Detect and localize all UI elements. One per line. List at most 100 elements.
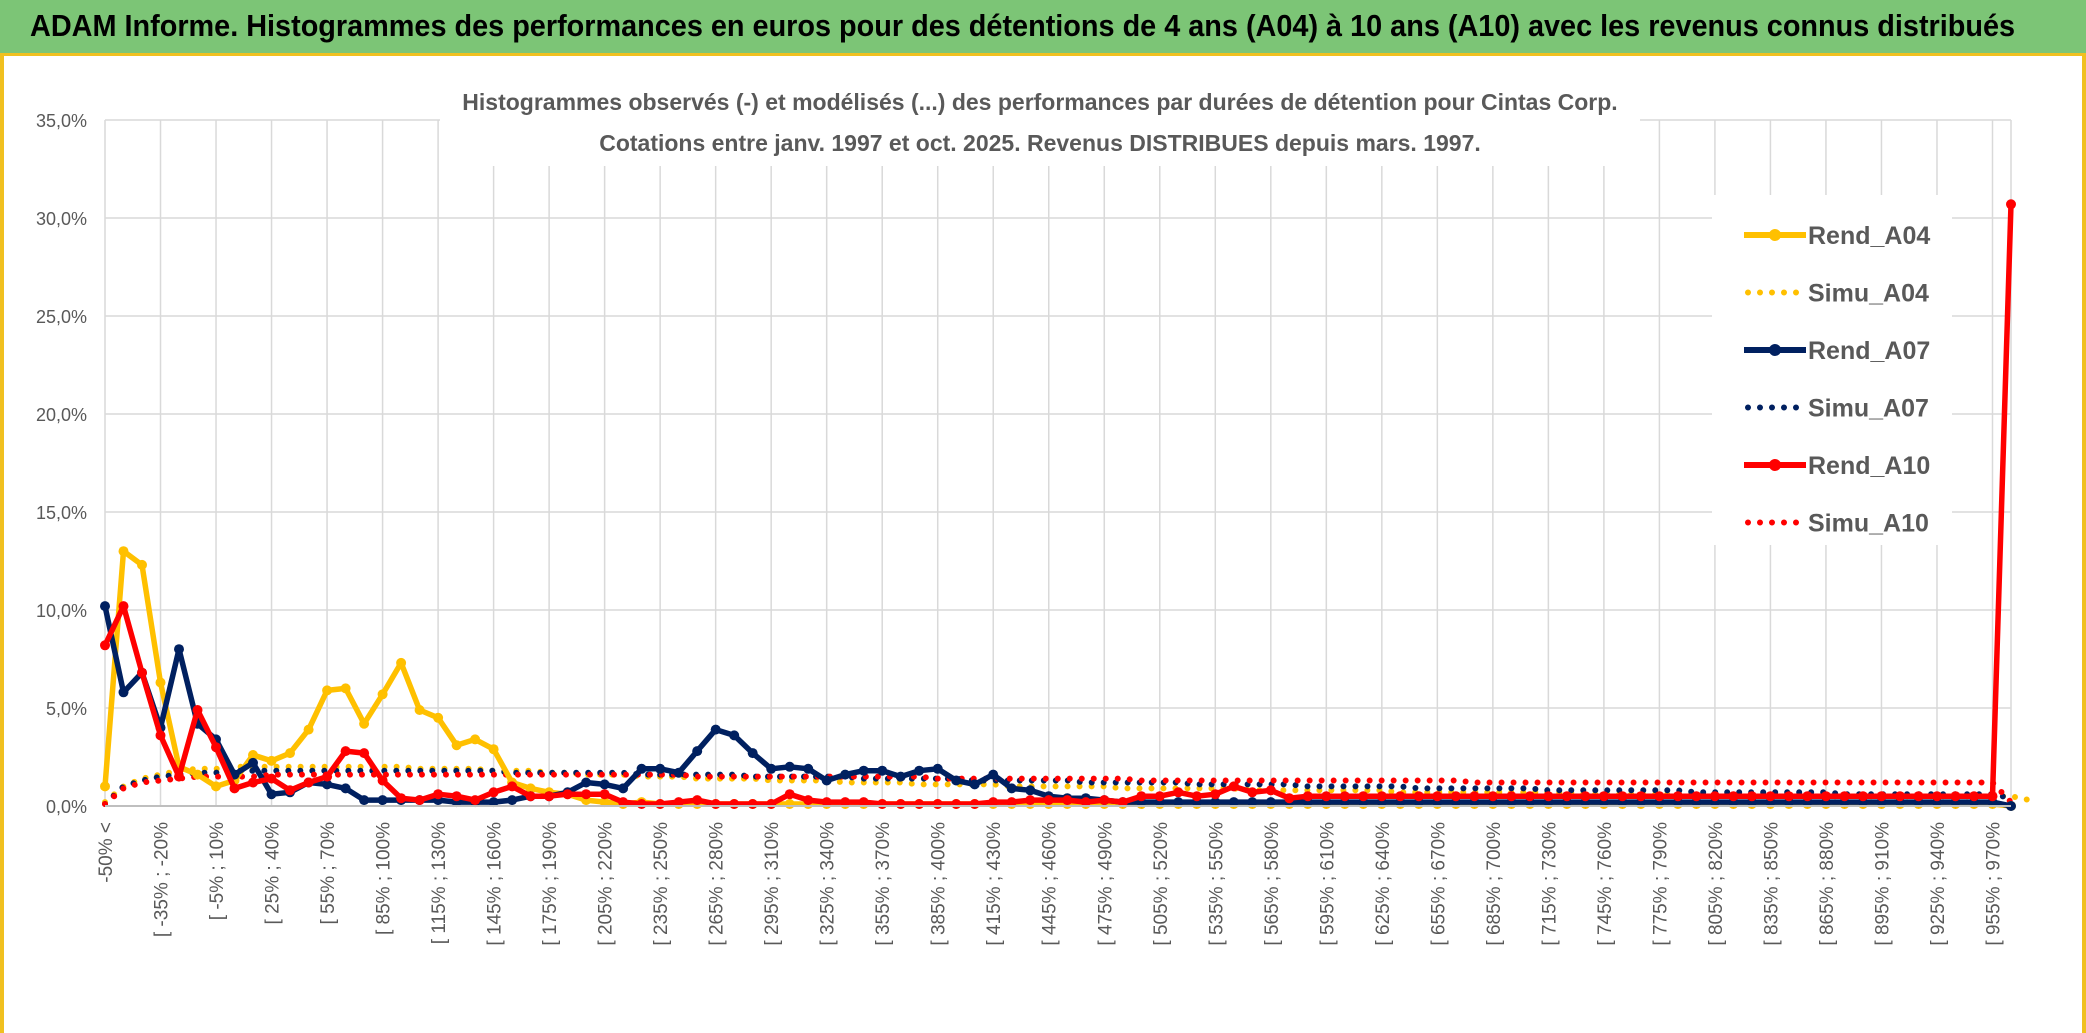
- data-point-rend_a10: [525, 791, 536, 802]
- x-tick-label: [ -5% ; 10%: [207, 822, 228, 920]
- data-point-rend_a10: [1691, 791, 1702, 802]
- data-point-rend_a10: [1802, 791, 1813, 802]
- data-point-rend_a10: [618, 797, 629, 808]
- data-point-rend_a10: [858, 797, 869, 808]
- data-point-rend_a10: [1987, 791, 1998, 802]
- data-point-rend_a04: [285, 748, 295, 759]
- title-background: [440, 80, 1640, 166]
- data-point-rend_a07: [599, 779, 610, 790]
- x-tick-label: [ -35% ; -20%: [152, 822, 173, 937]
- data-point-rend_a10: [1783, 791, 1794, 802]
- data-point-rend_a10: [766, 799, 777, 809]
- data-point-rend_a07: [803, 763, 814, 774]
- data-point-rend_a04: [100, 781, 110, 792]
- data-point-rend_a10: [1395, 791, 1406, 802]
- data-point-rend_a07: [784, 761, 795, 772]
- data-point-rend_a10: [581, 789, 592, 800]
- x-tick-label: -50% <: [96, 822, 117, 883]
- data-point-rend_a10: [1062, 795, 1073, 806]
- data-point-rend_a10: [507, 781, 518, 792]
- data-point-rend_a10: [1598, 791, 1609, 802]
- data-point-rend_a10: [414, 795, 425, 806]
- data-point-rend_a10: [562, 789, 573, 800]
- x-tick-label: [ 475% ; 490%: [1095, 822, 1116, 946]
- y-tick-label: 35,0%: [36, 111, 87, 131]
- data-point-rend_a10: [155, 730, 166, 741]
- data-point-rend_a10: [303, 777, 314, 788]
- data-point-rend_a10: [248, 777, 258, 788]
- data-point-rend_a10: [1746, 791, 1757, 802]
- data-point-rend_a04: [377, 689, 388, 700]
- data-point-rend_a10: [821, 797, 832, 808]
- legend-entry: Rend_A07: [1808, 337, 1930, 365]
- x-tick-label: [ 745% ; 760%: [1595, 822, 1616, 946]
- data-point-rend_a10: [1302, 791, 1313, 802]
- legend-entry: Simu_A07: [1808, 395, 1929, 423]
- x-tick-label: [ 265% ; 280%: [707, 822, 728, 946]
- legend-entry: Rend_A10: [1808, 452, 1930, 480]
- x-tick-label: [ 895% ; 910%: [1872, 822, 1893, 946]
- data-point-rend_a04: [266, 755, 277, 766]
- data-point-rend_a10: [1247, 787, 1258, 798]
- data-point-rend_a10: [377, 775, 388, 786]
- y-tick-label: 15,0%: [36, 503, 87, 523]
- data-point-rend_a10: [1876, 791, 1887, 802]
- data-point-rend_a10: [1080, 797, 1091, 808]
- x-tick-label: [ 205% ; 220%: [596, 822, 617, 946]
- data-point-rend_a10: [692, 795, 703, 806]
- x-tick-label: [ 25% ; 40%: [263, 822, 284, 925]
- x-tick-label: [ 355% ; 370%: [873, 822, 894, 946]
- data-point-rend_a07: [359, 795, 370, 806]
- data-point-rend_a10: [1543, 791, 1554, 802]
- data-point-rend_a10: [784, 789, 795, 800]
- data-point-rend_a07: [1265, 797, 1276, 808]
- legend-marker: [1769, 459, 1781, 471]
- data-point-rend_a10: [1043, 795, 1054, 806]
- data-point-rend_a07: [895, 771, 906, 782]
- data-point-rend_a04: [599, 797, 610, 808]
- data-point-rend_a07: [266, 789, 277, 800]
- data-point-rend_a04: [340, 683, 351, 694]
- data-point-rend_a07: [969, 779, 980, 790]
- data-point-rend_a10: [803, 795, 814, 806]
- chart-subtitle: Cotations entre janv. 1997 et oct. 2025.…: [599, 130, 1481, 156]
- data-point-rend_a10: [229, 783, 240, 794]
- data-point-rend_a10: [1672, 791, 1683, 802]
- data-point-rend_a10: [1969, 791, 1979, 802]
- data-point-rend_a10: [599, 789, 610, 800]
- data-point-rend_a10: [710, 799, 721, 809]
- data-point-rend_a04: [248, 750, 258, 760]
- data-point-rend_a10: [1580, 791, 1591, 802]
- data-point-rend_a10: [359, 748, 370, 759]
- data-point-rend_a07: [747, 748, 758, 759]
- data-point-rend_a07: [322, 779, 333, 790]
- data-point-rend_a07: [914, 765, 925, 776]
- report-title: ADAM Informe. Histogrammes des performan…: [30, 8, 2016, 43]
- data-point-rend_a07: [636, 763, 647, 774]
- data-point-rend_a04: [414, 705, 425, 715]
- series-line-simu_a04: [102, 763, 2033, 806]
- data-point-rend_a07: [692, 746, 703, 757]
- x-tick-label: [ 625% ; 640%: [1373, 822, 1394, 946]
- x-tick-label: [ 385% ; 400%: [929, 822, 950, 946]
- data-point-rend_a10: [470, 795, 481, 806]
- legend-entry: Simu_A10: [1808, 510, 1929, 538]
- data-point-rend_a07: [100, 601, 110, 612]
- legend-marker: [1769, 344, 1781, 356]
- data-point-rend_a10: [988, 797, 999, 808]
- data-point-rend_a10: [1524, 791, 1535, 802]
- x-tick-label: [ 145% ; 160%: [485, 822, 506, 946]
- data-point-rend_a10: [1154, 791, 1165, 802]
- x-tick-label: [ 655% ; 670%: [1428, 822, 1449, 946]
- data-point-rend_a10: [655, 799, 666, 809]
- data-point-rend_a10: [1228, 781, 1239, 792]
- data-point-rend_a07: [507, 795, 518, 806]
- series-line-simu_a10: [102, 771, 2014, 807]
- data-point-rend_a10: [1561, 791, 1572, 802]
- data-point-rend_a10: [211, 742, 221, 753]
- data-point-rend_a04: [488, 744, 499, 755]
- data-point-rend_a10: [1450, 791, 1461, 802]
- data-point-rend_a07: [118, 687, 129, 698]
- data-point-rend_a04: [118, 546, 129, 557]
